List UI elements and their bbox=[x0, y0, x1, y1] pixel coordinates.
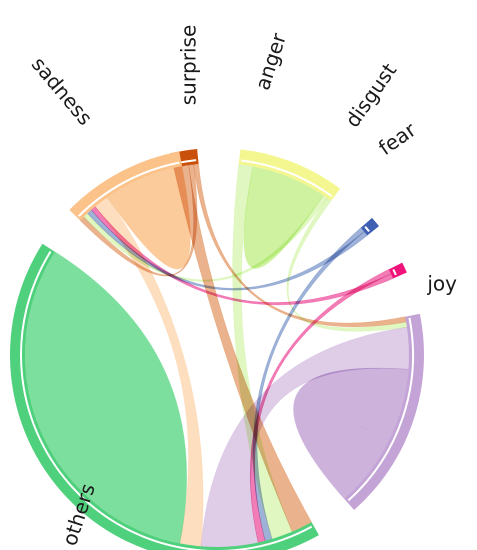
ribbon-sadness-sadness bbox=[106, 165, 191, 270]
group-arc-anger bbox=[238, 149, 341, 201]
group-label-fear: fear bbox=[374, 117, 421, 160]
ribbon-surprise-joy bbox=[193, 163, 407, 328]
group-arc-inner-line-joy bbox=[347, 317, 414, 502]
group-arc-joy bbox=[344, 313, 425, 511]
group-arc-inner-line-fear bbox=[392, 268, 397, 276]
ribbon-joy-joy bbox=[293, 367, 409, 500]
group-arc-inner-line-sadness bbox=[77, 161, 180, 217]
group-arc-others bbox=[10, 243, 319, 550]
group-label-anger: anger bbox=[250, 29, 291, 92]
ribbon-disgust-others bbox=[252, 227, 365, 542]
group-arc-inner-line-disgust bbox=[364, 226, 370, 233]
group-arc-disgust bbox=[360, 217, 379, 236]
group-label-joy: joy bbox=[426, 272, 457, 296]
group-label-surprise: surprise bbox=[177, 25, 201, 106]
group-arc-inner-line-anger bbox=[241, 159, 333, 198]
group-label-sadness: sadness bbox=[27, 52, 98, 130]
group-arc-fear bbox=[388, 262, 407, 279]
group-label-disgust: disgust bbox=[340, 59, 401, 132]
ribbons-layer bbox=[24, 163, 410, 548]
ribbon-others-others bbox=[24, 251, 188, 544]
